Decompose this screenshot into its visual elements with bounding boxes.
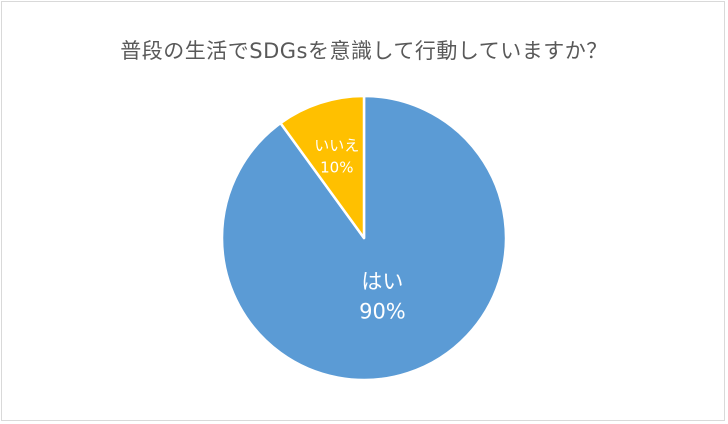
data-label-no-name: いいえ [314, 136, 359, 154]
chart-title: 普段の生活でSDGsを意識して行動していますか？ [120, 39, 608, 63]
pie-slice-no [279, 94, 366, 240]
data-label-yes-name: はい [361, 270, 403, 294]
pie-labels: はい 90% いいえ 10% [314, 136, 405, 323]
data-label-yes-value: 90% [359, 300, 406, 324]
pie-slices [220, 94, 508, 382]
data-label-no-value: 10% [320, 158, 353, 176]
